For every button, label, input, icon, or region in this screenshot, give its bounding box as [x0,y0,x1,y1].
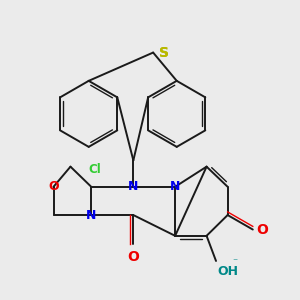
Text: Cl: Cl [88,163,101,176]
Text: S: S [159,46,169,60]
Text: S: S [159,46,169,60]
Text: O: O [128,250,139,264]
Text: N: N [86,208,96,222]
Text: N: N [170,180,180,193]
Text: O: O [48,180,59,193]
Text: ⁻: ⁻ [232,257,238,268]
Text: N: N [128,180,139,193]
Text: OH: OH [218,265,239,278]
Text: O: O [256,223,268,236]
